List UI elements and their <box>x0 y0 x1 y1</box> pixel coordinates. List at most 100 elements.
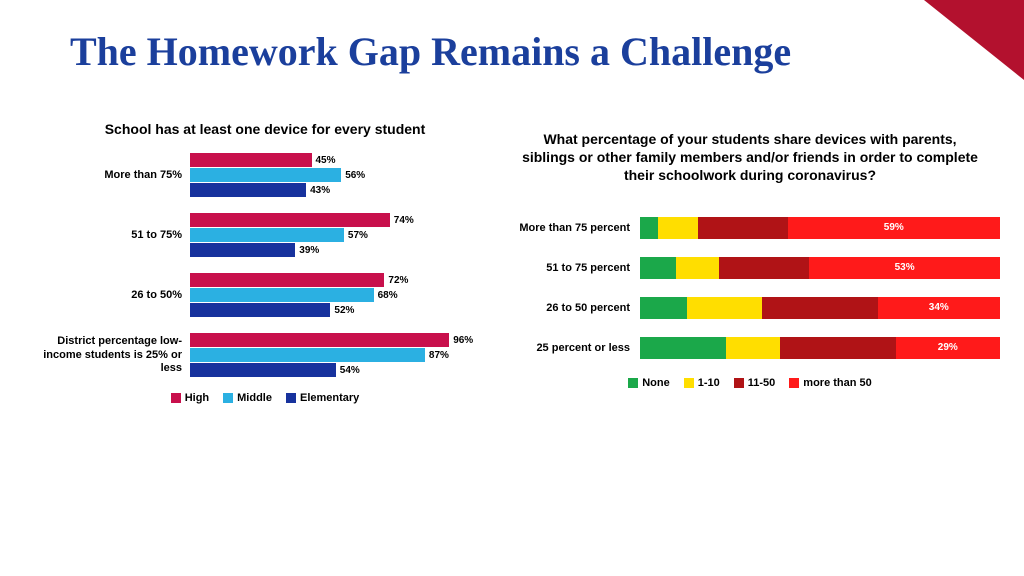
category-label: 51 to 75 percent <box>500 262 640 274</box>
stack-bar: 34% <box>640 297 1000 319</box>
legend-item: Elementary <box>286 392 359 404</box>
corner-accent <box>924 0 1024 80</box>
stack-bar: 29% <box>640 337 1000 359</box>
legend-label: Middle <box>237 392 272 404</box>
bars: 45% 56% 43% <box>190 152 490 198</box>
bar-row: 39% <box>190 243 490 257</box>
left-legend: High Middle Elementary <box>40 392 490 404</box>
segment <box>726 337 780 359</box>
bar <box>190 363 336 377</box>
stack-row: More than 75 percent 59% <box>500 217 1000 239</box>
right-chart-title: What percentage of your students share d… <box>500 130 1000 185</box>
segment-value-label: 29% <box>938 342 958 353</box>
right-legend: None 1-10 11-50 more than 50 <box>500 377 1000 389</box>
bar-group: 51 to 75% 74% 57% 39% <box>40 212 490 258</box>
right-bars-container: More than 75 percent59%51 to 75 percent5… <box>500 217 1000 359</box>
category-label: More than 75 percent <box>500 222 640 234</box>
bar-row: 74% <box>190 213 490 227</box>
stack-row: 51 to 75 percent 53% <box>500 257 1000 279</box>
bar-group: More than 75% 45% 56% 43% <box>40 152 490 198</box>
bar-value-label: 56% <box>345 170 365 181</box>
bar-value-label: 43% <box>310 185 330 196</box>
bar-row: 96% <box>190 333 490 347</box>
segment <box>640 217 658 239</box>
stack-row: 26 to 50 percent 34% <box>500 297 1000 319</box>
bar-value-label: 45% <box>316 155 336 166</box>
legend-swatch <box>734 378 744 388</box>
stack-bar: 59% <box>640 217 1000 239</box>
category-label: 51 to 75% <box>40 229 190 242</box>
bars: 72% 68% 52% <box>190 272 490 318</box>
segment: 29% <box>896 337 1000 359</box>
legend-label: Elementary <box>300 392 359 404</box>
bar-row: 72% <box>190 273 490 287</box>
bar-value-label: 57% <box>348 230 368 241</box>
segment <box>658 217 698 239</box>
bar <box>190 153 312 167</box>
legend-item: None <box>628 377 670 389</box>
category-label: 25 percent or less <box>500 342 640 354</box>
segment <box>640 297 687 319</box>
bar <box>190 348 425 362</box>
legend-label: High <box>185 392 209 404</box>
left-chart-title: School has at least one device for every… <box>40 120 490 138</box>
segment <box>640 337 726 359</box>
bar-value-label: 72% <box>388 275 408 286</box>
left-chart: School has at least one device for every… <box>40 120 490 404</box>
category-label: 26 to 50 percent <box>500 302 640 314</box>
segment <box>640 257 676 279</box>
slide-title: The Homework Gap Remains a Challenge <box>70 30 791 74</box>
legend-label: 1-10 <box>698 377 720 389</box>
segment: 34% <box>878 297 1000 319</box>
bar-row: 43% <box>190 183 490 197</box>
bar-row: 56% <box>190 168 490 182</box>
bar <box>190 303 330 317</box>
segment <box>687 297 763 319</box>
bar-row: 87% <box>190 348 490 362</box>
category-label: 26 to 50% <box>40 289 190 302</box>
bar <box>190 333 449 347</box>
segment: 59% <box>788 217 1000 239</box>
bars: 96%87% 54% <box>190 332 490 378</box>
bar-group: 26 to 50% 72% 68% 52% <box>40 272 490 318</box>
segment: 53% <box>809 257 1000 279</box>
bar-group: District percentage low-income students … <box>40 332 490 378</box>
bar-value-label: 52% <box>334 305 354 316</box>
bar-value-label: 74% <box>394 215 414 226</box>
stack-row: 25 percent or less 29% <box>500 337 1000 359</box>
bar-value-label: 68% <box>378 290 398 301</box>
bar-row: 45% <box>190 153 490 167</box>
legend-item: more than 50 <box>789 377 871 389</box>
segment <box>719 257 809 279</box>
bar-row: 54% <box>190 363 490 377</box>
legend-item: 1-10 <box>684 377 720 389</box>
bar <box>190 228 344 242</box>
legend-item: 11-50 <box>734 377 776 389</box>
legend-label: None <box>642 377 670 389</box>
legend-item: High <box>171 392 209 404</box>
segment <box>698 217 788 239</box>
legend-swatch <box>628 378 638 388</box>
legend-swatch <box>684 378 694 388</box>
bar-row: 52% <box>190 303 490 317</box>
segment <box>762 297 877 319</box>
right-chart: What percentage of your students share d… <box>500 130 1000 389</box>
bar-row: 68% <box>190 288 490 302</box>
segment <box>780 337 895 359</box>
bar-value-label: 54% <box>340 365 360 376</box>
category-label: District percentage low-income students … <box>40 335 190 375</box>
bar-row: 57% <box>190 228 490 242</box>
bar <box>190 168 341 182</box>
category-label: More than 75% <box>40 169 190 182</box>
segment-value-label: 59% <box>884 222 904 233</box>
legend-label: more than 50 <box>803 377 871 389</box>
legend-item: Middle <box>223 392 272 404</box>
bar <box>190 273 384 287</box>
legend-label: 11-50 <box>748 377 776 389</box>
legend-swatch <box>286 393 296 403</box>
bar <box>190 213 390 227</box>
legend-swatch <box>789 378 799 388</box>
segment-value-label: 34% <box>929 302 949 313</box>
bars: 74% 57% 39% <box>190 212 490 258</box>
left-bars-container: More than 75% 45% 56% 43% 51 to 75% 74% 57% 39%… <box>40 152 490 378</box>
